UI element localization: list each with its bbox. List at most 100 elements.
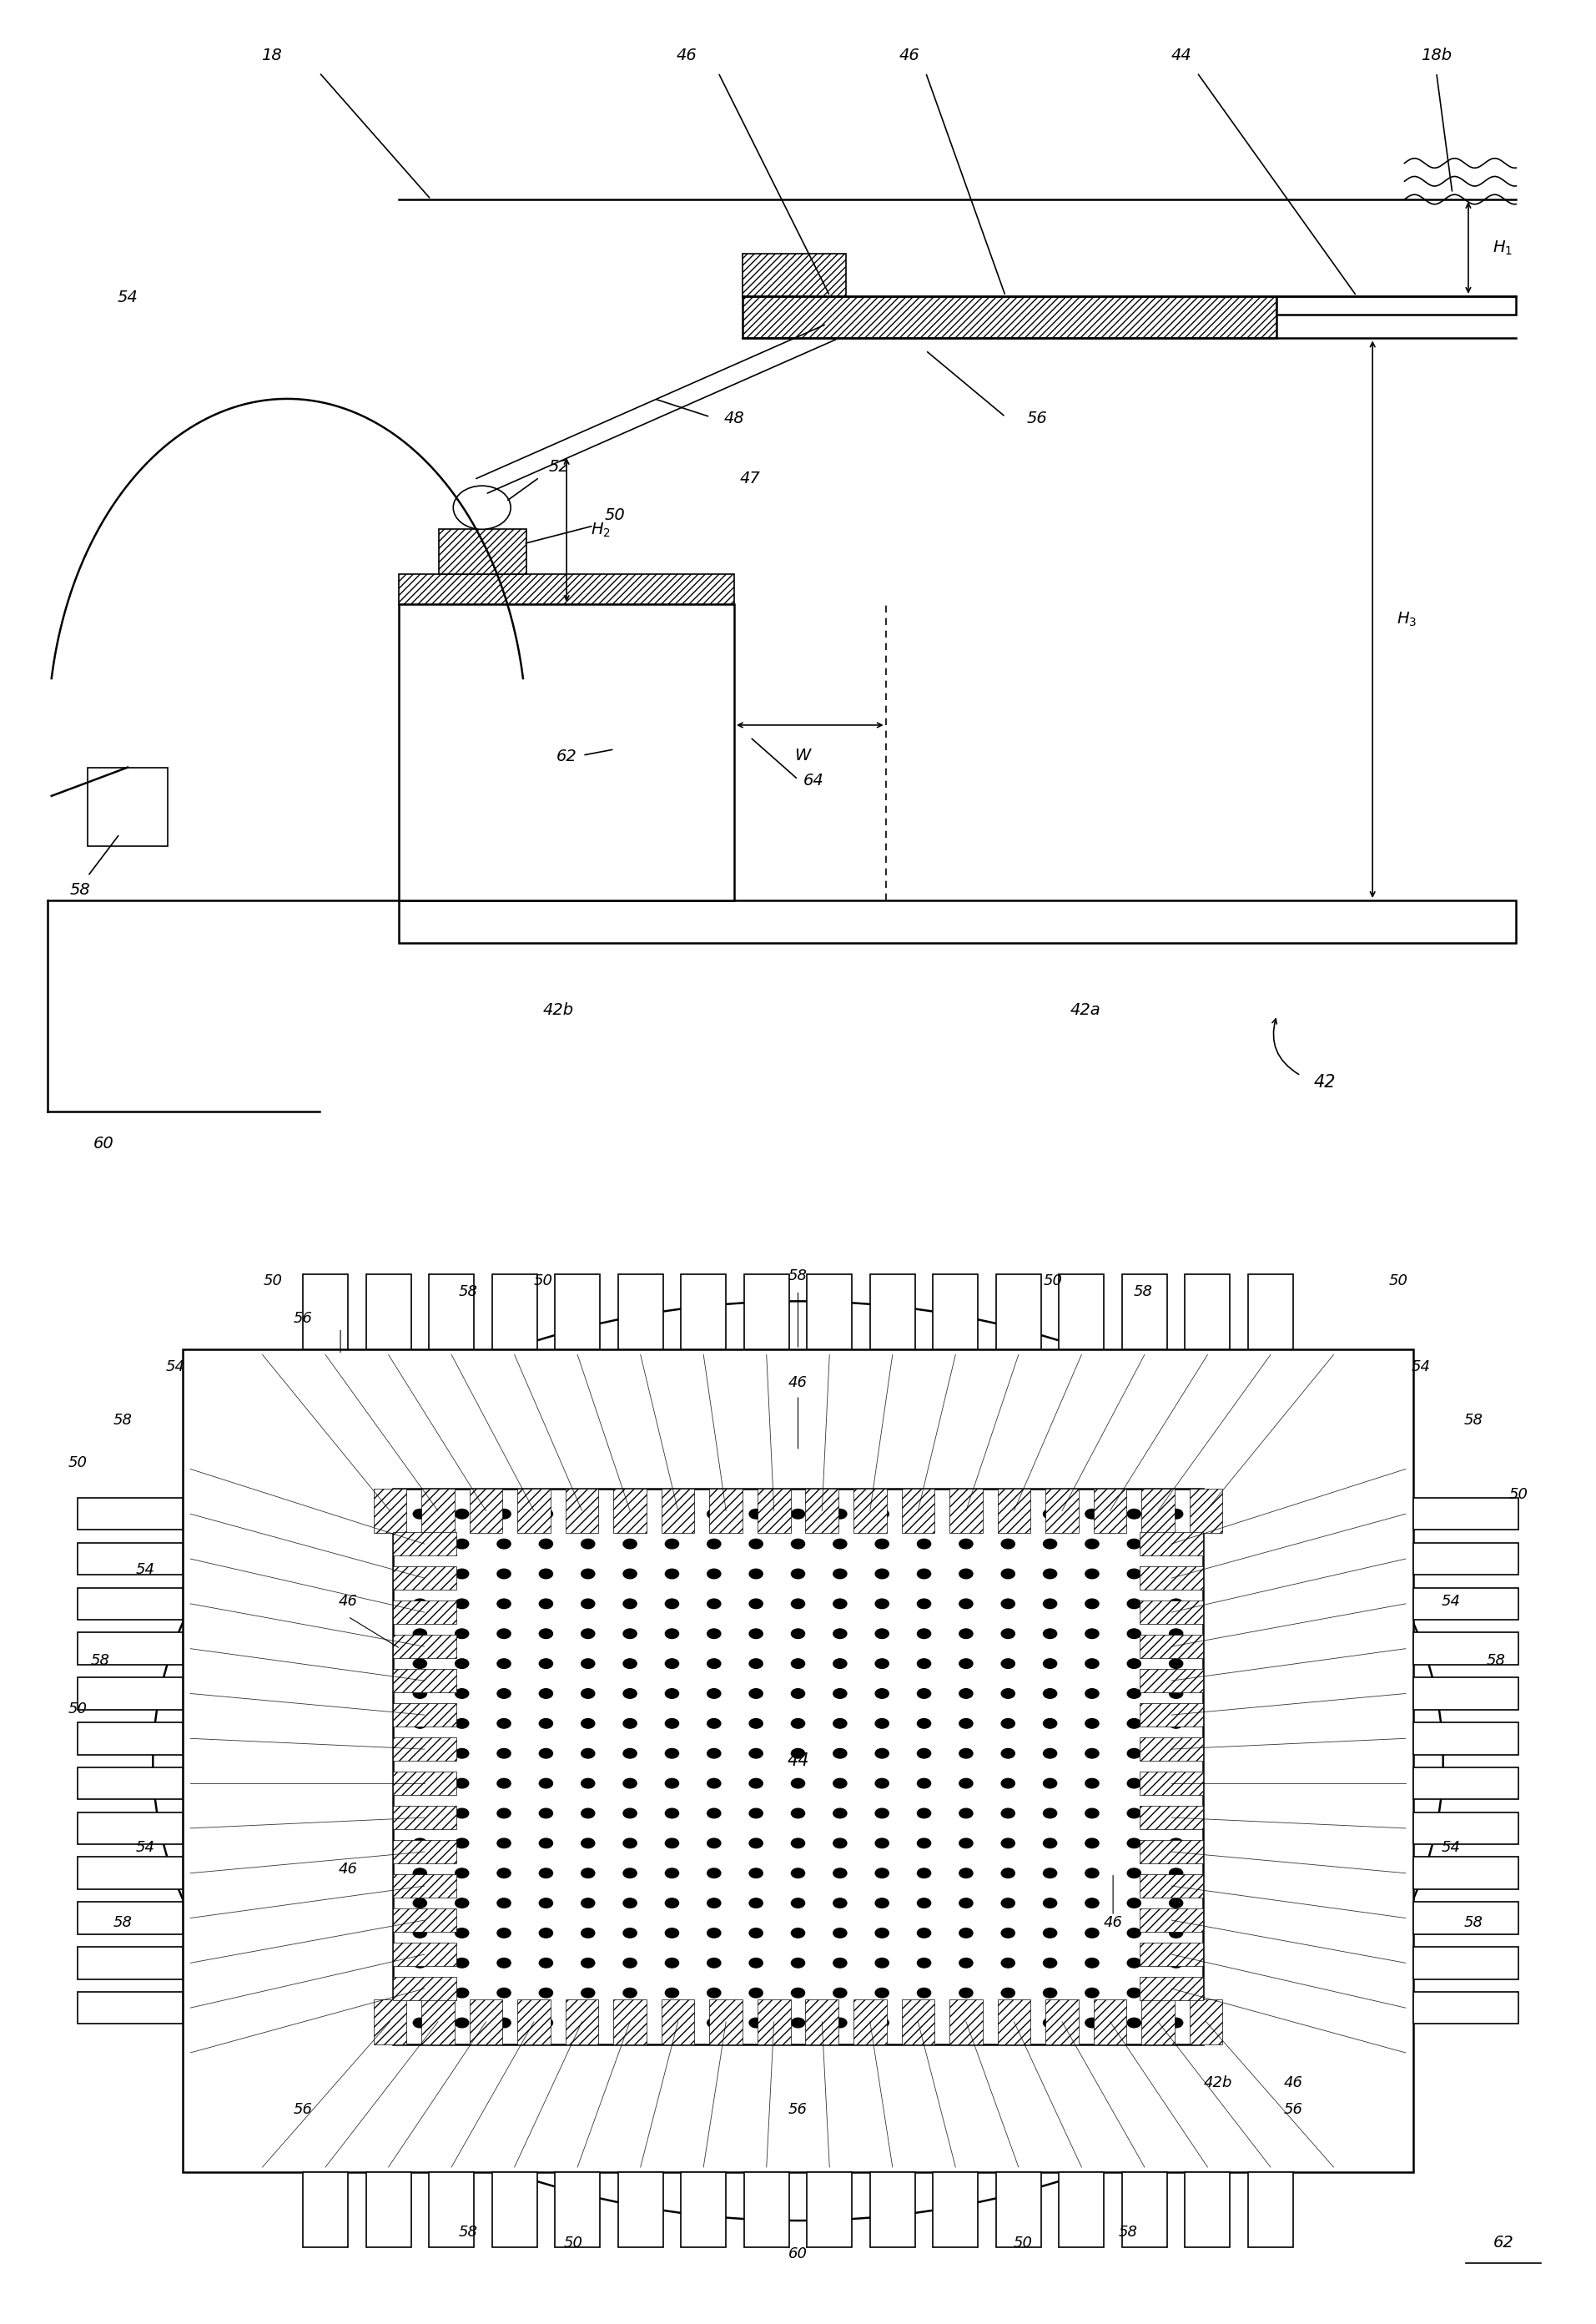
Circle shape [792,1508,804,1520]
Bar [1122,1274,1167,1350]
Bar [365,2173,410,2247]
Circle shape [918,1959,930,1968]
Text: 18b: 18b [1420,49,1452,63]
Circle shape [413,1508,426,1520]
Text: W: W [793,748,811,762]
Bar [1093,1999,1127,2045]
Bar [1140,1908,1203,1931]
Circle shape [875,2017,889,2027]
Circle shape [413,1929,426,1938]
Circle shape [792,1808,804,1817]
Circle shape [833,1987,847,1999]
Circle shape [455,1959,469,1968]
Circle shape [666,1987,678,1999]
Text: 58: 58 [1464,1413,1483,1427]
Circle shape [498,1959,511,1968]
Circle shape [581,1959,595,1968]
Circle shape [1127,1959,1141,1968]
Circle shape [455,1508,469,1520]
Circle shape [707,1778,721,1787]
Circle shape [622,1599,637,1608]
Circle shape [1127,1538,1141,1548]
Circle shape [455,1838,469,1848]
Bar [613,1487,646,1534]
Circle shape [1170,1569,1183,1578]
Bar [78,1587,184,1620]
Circle shape [539,1538,552,1548]
Circle shape [539,2017,552,2027]
Bar [1093,1487,1127,1534]
Circle shape [1044,1720,1057,1729]
Bar [742,295,1277,339]
Circle shape [581,1987,595,1999]
Bar [88,767,168,846]
Bar [1140,1669,1203,1692]
Circle shape [498,1929,511,1938]
Circle shape [539,1748,552,1759]
Circle shape [1085,1508,1098,1520]
Circle shape [498,1748,511,1759]
Circle shape [622,1868,637,1878]
Bar [393,1703,456,1727]
Circle shape [918,1868,930,1878]
Text: 58: 58 [70,881,89,897]
Circle shape [707,2017,721,2027]
Circle shape [666,1808,678,1817]
Circle shape [875,1987,889,1999]
Text: 56: 56 [788,2101,808,2117]
Text: 50: 50 [69,1701,88,1715]
Bar [618,1274,662,1350]
Circle shape [792,1959,804,1968]
Text: 58: 58 [458,2224,477,2240]
Text: 58: 58 [1486,1652,1505,1669]
Bar [1412,1948,1518,1980]
Circle shape [959,1748,974,1759]
Circle shape [666,1778,678,1787]
Circle shape [1085,1599,1098,1608]
Circle shape [1127,1868,1141,1878]
Bar [1189,1999,1223,2045]
Circle shape [833,1538,847,1548]
Circle shape [539,1569,552,1578]
Bar [1186,2173,1231,2247]
Bar [393,1771,456,1794]
Bar [565,1999,598,2045]
Circle shape [581,1508,595,1520]
Bar [393,1566,456,1590]
Circle shape [792,1838,804,1848]
Circle shape [581,1929,595,1938]
Circle shape [539,1690,552,1699]
Bar [393,1738,456,1762]
Circle shape [1127,1629,1141,1638]
Circle shape [833,1929,847,1938]
Bar [393,1601,456,1624]
Circle shape [1127,2017,1141,2027]
Circle shape [666,1748,678,1759]
Circle shape [707,1868,721,1878]
Circle shape [1170,1899,1183,1908]
Circle shape [1170,1599,1183,1608]
Bar [1141,1999,1175,2045]
Circle shape [1044,1599,1057,1608]
Bar [78,1543,184,1576]
Circle shape [1085,1629,1098,1638]
Circle shape [918,1987,930,1999]
Circle shape [959,1959,974,1968]
Circle shape [622,1808,637,1817]
Circle shape [1085,1748,1098,1759]
Circle shape [1001,1778,1015,1787]
Circle shape [875,1659,889,1669]
Text: $H_3$: $H_3$ [1396,611,1417,627]
Circle shape [1170,1868,1183,1878]
Circle shape [1170,1508,1183,1520]
Circle shape [498,1659,511,1669]
Circle shape [581,2017,595,2027]
Circle shape [959,2017,974,2027]
Circle shape [413,1899,426,1908]
Bar [710,1999,742,2045]
Bar [393,1943,456,1966]
Circle shape [707,1987,721,1999]
Bar [950,1999,983,2045]
Circle shape [1085,1778,1098,1787]
Bar [808,1274,852,1350]
